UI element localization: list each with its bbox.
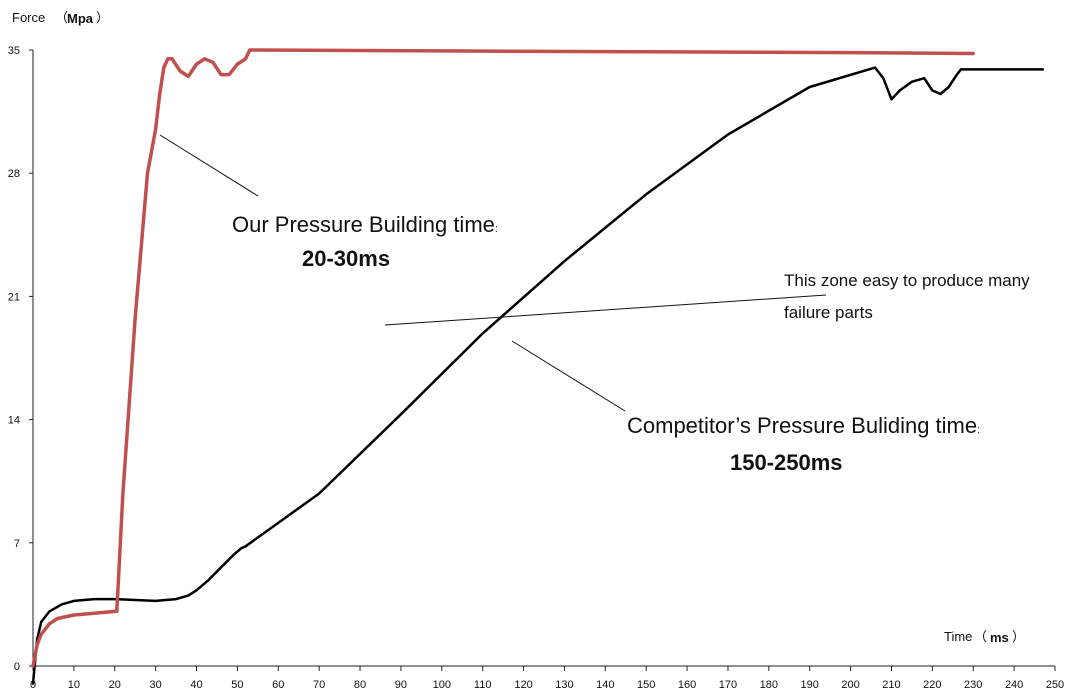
x-tick-label: 100 [433, 679, 451, 691]
competitor-pressure-colon: : [977, 424, 980, 436]
y-axis-unit: Mpa [67, 11, 94, 26]
x-tick-label: 190 [801, 679, 819, 691]
y-axis-close-paren: ） [96, 10, 109, 25]
x-axis-open-paren: （ [974, 629, 987, 644]
x-tick-label: 20 [109, 679, 121, 691]
x-tick-label: 130 [555, 679, 573, 691]
y-tick-label: 14 [8, 415, 20, 427]
leader-lines [159, 134, 827, 412]
y-axis-label: Force （ Mpa ） [12, 10, 109, 26]
our-pressure-line [31, 48, 975, 668]
annotations: Our Pressure Building time: 20-30ms This… [232, 212, 1030, 475]
competitor-pressure-line [31, 66, 1044, 685]
x-tick-label: 70 [313, 679, 325, 691]
failure-zone-leader [384, 294, 827, 326]
x-tick-label: 0 [30, 679, 36, 691]
our-pressure-colon: : [495, 223, 498, 235]
x-tick-label: 120 [514, 679, 532, 691]
x-tick-label: 180 [760, 679, 778, 691]
x-tick-label: 80 [354, 679, 366, 691]
x-tick-label: 230 [964, 679, 982, 691]
x-ticks: 0 10 20 30 40 50 60 70 80 90 100 110 120 130 140 150 160… [30, 666, 1064, 691]
y-ticks: 0 7 14 21 28 35 [8, 45, 33, 673]
x-tick-label: 210 [882, 679, 900, 691]
failure-zone-line2: failure parts [784, 303, 873, 322]
failure-zone-line1: This zone easy to produce many [784, 271, 1030, 290]
y-axis-title: Force [12, 10, 45, 25]
x-tick-label: 90 [395, 679, 407, 691]
our-pressure-value: 20-30ms [302, 246, 390, 271]
x-tick-label: 60 [272, 679, 284, 691]
x-tick-label: 10 [68, 679, 80, 691]
x-tick-label: 30 [150, 679, 162, 691]
y-tick-label: 35 [8, 45, 20, 57]
x-tick-label: 160 [678, 679, 696, 691]
competitor-pressure-text: Competitor’s Pressure Buliding time [627, 413, 977, 438]
y-tick-label: 0 [14, 661, 20, 673]
x-tick-label: 140 [596, 679, 614, 691]
series-layer [31, 48, 1044, 685]
x-axis-label: Time （ ms ） [944, 629, 1025, 645]
x-tick-label: 40 [190, 679, 202, 691]
our-pressure-label: Our Pressure Building time: [232, 212, 498, 237]
y-tick-label: 7 [14, 538, 20, 550]
our-annotation-leader [159, 134, 259, 197]
competitor-pressure-label: Competitor’s Pressure Buliding time: [627, 413, 980, 438]
x-axis-close-paren: ） [1012, 629, 1025, 644]
x-tick-label: 220 [923, 679, 941, 691]
x-tick-label: 200 [841, 679, 859, 691]
y-tick-label: 28 [8, 168, 20, 180]
x-axis-title: Time [944, 629, 972, 644]
competitor-pressure-value: 150-250ms [730, 450, 843, 475]
x-tick-label: 150 [637, 679, 655, 691]
x-tick-label: 110 [474, 679, 492, 691]
x-tick-label: 240 [1005, 679, 1023, 691]
y-axis-open-paren: （ [55, 10, 68, 25]
x-tick-label: 250 [1046, 679, 1064, 691]
x-tick-label: 170 [719, 679, 737, 691]
x-tick-label: 50 [231, 679, 243, 691]
our-pressure-text: Our Pressure Building time [232, 212, 495, 237]
competitor-annotation-leader [511, 340, 626, 412]
x-axis-unit: ms [990, 630, 1009, 645]
y-tick-label: 21 [8, 291, 20, 303]
